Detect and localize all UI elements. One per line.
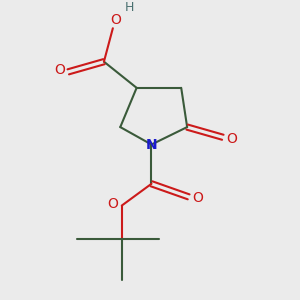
Text: O: O [107,197,118,211]
Text: H: H [124,2,134,14]
Text: O: O [226,132,237,146]
Text: O: O [54,63,65,77]
Text: O: O [192,191,203,205]
Text: N: N [146,137,157,152]
Text: O: O [110,13,121,27]
